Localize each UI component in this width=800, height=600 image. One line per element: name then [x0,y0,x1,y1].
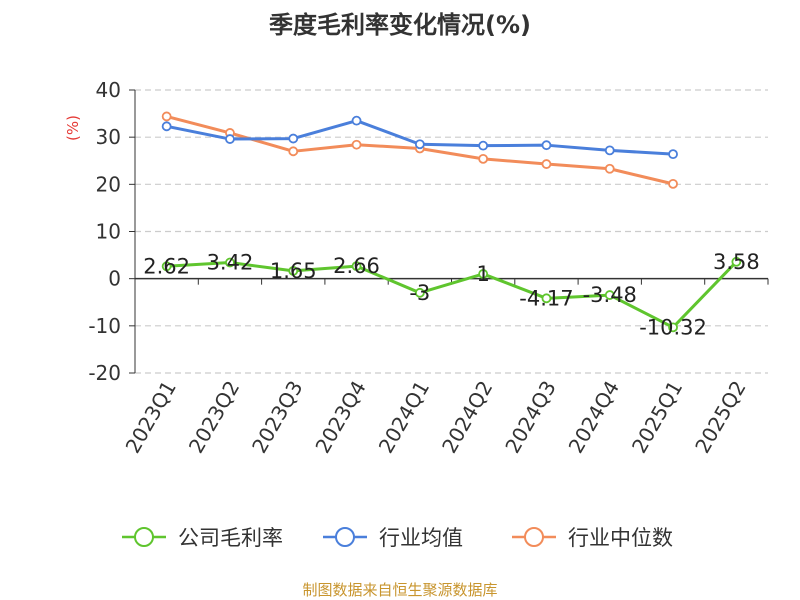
legend-marker [335,527,355,547]
data-label: 2.62 [143,254,190,278]
data-label: -3.48 [583,283,637,307]
data-point [351,115,362,126]
data-point [351,261,362,272]
x-tick-label: 2024Q1 [374,377,434,458]
legend-marker [524,527,544,547]
x-tick-label: 2023Q1 [121,377,181,458]
x-tick-label: 2025Q2 [690,377,750,458]
data-point [604,290,615,300]
data-point [541,293,552,304]
data-label: -10.32 [639,315,707,339]
data-point [351,139,362,150]
y-tick-label: 10 [96,220,121,244]
data-point [414,139,425,150]
data-label: 3.42 [207,251,254,275]
data-point [731,256,742,267]
legend-item-label: 行业中位数 [568,526,673,550]
data-label: 1.65 [270,259,317,283]
data-point [225,134,235,144]
data-point [478,153,489,164]
data-point [604,145,615,156]
x-tick-label: 2023Q2 [184,377,244,458]
data-label: 3.58 [713,250,760,274]
data-point [541,140,552,151]
x-tick-label: 2024Q4 [564,377,624,458]
data-label: -4.17 [519,286,573,310]
data-point [225,257,235,268]
data-point [668,149,678,160]
data-point [288,133,299,144]
y-tick-label: 0 [108,267,121,291]
legend-item-label: 行业均值 [379,526,463,550]
y-tick-label: 40 [96,78,121,102]
data-label: 1 [476,262,489,286]
y-tick-label: 30 [96,125,121,149]
data-point [668,178,678,189]
data-label: -3 [409,281,430,305]
data-point [668,322,678,333]
series-lines [161,111,742,333]
x-tick-label: 2024Q2 [437,377,497,458]
y-tick-label: 20 [96,172,121,196]
legend-item-label: 公司毛利率 [178,526,283,550]
data-point [604,163,615,174]
x-tick-label: 2025Q1 [627,377,687,458]
data-point [161,121,172,132]
x-tick-label: 2023Q4 [310,377,370,458]
y-axis-label: (%) [64,115,82,141]
y-tick-label: -20 [88,361,121,385]
data-point [478,140,489,151]
chart-title: 季度毛利率变化情况(%) [269,11,531,39]
data-point [161,261,172,272]
data-point [288,265,299,276]
legend-marker [134,527,154,547]
data-point [414,287,425,298]
data-label: 2.66 [333,254,380,278]
y-tick-label: -10 [88,314,121,338]
data-point [161,111,172,122]
data-labels: 2.62 3.42 1.65 2.66 -3 1 -4.17 -3.48-10.32 3.58 [143,250,759,340]
data-point [478,269,489,279]
x-tick-label: 2023Q3 [247,377,307,458]
legend: 公司毛利率 行业均值 行业中位数 [122,526,673,550]
x-tick-label: 2024Q3 [500,377,560,458]
source-note: 制图数据来自恒生聚源数据库 [302,581,497,599]
series-line [166,260,738,329]
data-point [288,146,299,157]
data-point [541,159,552,169]
